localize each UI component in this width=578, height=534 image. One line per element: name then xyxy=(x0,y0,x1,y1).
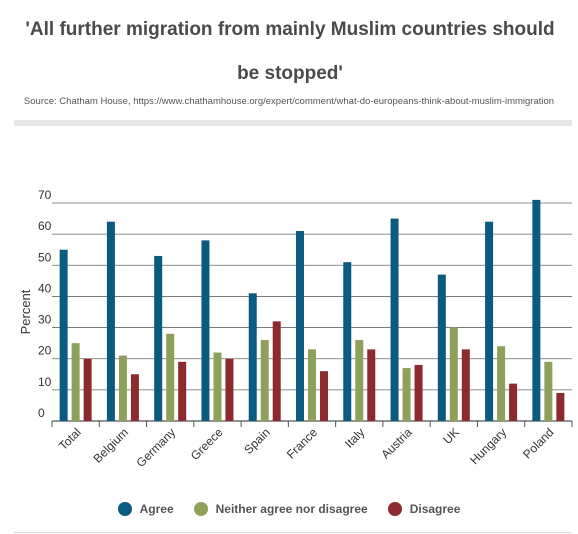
legend-swatch-agree xyxy=(117,502,132,516)
x-tick-label-uk: UK xyxy=(440,425,462,447)
bar-neither-germany xyxy=(166,333,175,421)
bar-agree-hungary xyxy=(485,221,494,421)
bar-disagree-hungary xyxy=(509,383,518,421)
bar-agree-belgium xyxy=(106,221,115,421)
bar-agree-poland xyxy=(532,199,541,421)
x-tick-label-france: France xyxy=(284,425,321,462)
x-tick-label-austria: Austria xyxy=(378,425,415,462)
legend-swatch-disagree xyxy=(387,502,402,516)
x-tick-label-greece: Greece xyxy=(188,425,226,463)
chart-title: 'All further migration from mainly Musli… xyxy=(25,19,555,84)
bar-neither-greece xyxy=(213,352,222,421)
bar-agree-france xyxy=(296,231,304,421)
legend-label-agree: Agree xyxy=(139,502,174,516)
y-tick-label: 70 xyxy=(38,188,52,202)
bar-agree-austria xyxy=(390,218,399,421)
bar-disagree-uk xyxy=(461,349,470,421)
legend: Agree Neither agree nor disagree Disagre… xyxy=(0,502,578,516)
bar-neither-belgium xyxy=(118,355,127,421)
x-tick-label-belgium: Belgium xyxy=(90,425,131,466)
legend-label-neither: Neither agree nor disagree xyxy=(215,502,368,516)
bar-disagree-italy xyxy=(367,349,376,421)
bar-disagree-france xyxy=(320,371,328,421)
x-tick-labels: Total Belgium Germany Greece Spain France Ital… xyxy=(56,425,557,470)
legend-swatch-neither xyxy=(193,502,208,516)
bar-agree-greece xyxy=(201,240,210,421)
y-tick-label: 10 xyxy=(38,375,52,389)
y-tick-label: 40 xyxy=(38,281,52,295)
bar-disagree-spain xyxy=(272,321,281,421)
y-axis-label: Percent xyxy=(18,289,33,334)
y-tick-label: 20 xyxy=(38,344,52,358)
bar-disagree-poland xyxy=(556,392,565,421)
bar-disagree-germany xyxy=(178,361,187,421)
legend-item-neither: Neither agree nor disagree xyxy=(193,502,368,516)
bottom-divider xyxy=(14,532,572,533)
y-tick-label: 30 xyxy=(38,313,52,327)
bar-neither-france xyxy=(308,349,316,421)
y-tick-label: 60 xyxy=(38,219,52,233)
x-tick-label-germany: Germany xyxy=(134,425,179,470)
bar-neither-hungary xyxy=(497,346,506,421)
y-tick-labels: 0 10 20 30 40 50 60 70 xyxy=(38,188,52,420)
x-tick-label-italy: Italy xyxy=(342,425,367,450)
bar-neither-italy xyxy=(355,340,364,421)
bar-neither-uk xyxy=(449,327,458,421)
x-tick-label-poland: Poland xyxy=(520,425,556,461)
bar-disagree-greece xyxy=(225,358,234,421)
bar-neither-austria xyxy=(402,368,411,421)
bar-agree-germany xyxy=(154,255,163,421)
top-divider xyxy=(14,120,572,126)
legend-label-disagree: Disagree xyxy=(409,502,461,516)
bar-agree-total xyxy=(59,249,68,421)
bar-disagree-total xyxy=(83,358,92,421)
bar-agree-italy xyxy=(343,262,352,421)
bar-neither-total xyxy=(71,343,80,421)
source-note: Source: Chatham House, https://www.chath… xyxy=(23,96,555,107)
legend-item-disagree: Disagree xyxy=(387,502,461,516)
x-tick-label-total: Total xyxy=(56,425,84,453)
bar-chart: 0 10 20 30 40 50 60 70 Percent Total Belgium Germ… xyxy=(18,188,573,470)
bar-neither-spain xyxy=(260,340,269,421)
bar-disagree-belgium xyxy=(130,374,139,421)
legend-item-agree: Agree xyxy=(117,502,174,516)
x-tick-label-hungary: Hungary xyxy=(467,425,509,467)
bar-neither-poland xyxy=(544,361,553,421)
bar-agree-spain xyxy=(248,293,257,421)
y-tick-label: 50 xyxy=(38,250,52,264)
bars xyxy=(59,199,565,421)
bar-agree-uk xyxy=(437,274,446,421)
bar-disagree-austria xyxy=(414,364,423,421)
y-tick-label: 0 xyxy=(38,406,45,420)
x-tick-label-spain: Spain xyxy=(241,425,273,457)
